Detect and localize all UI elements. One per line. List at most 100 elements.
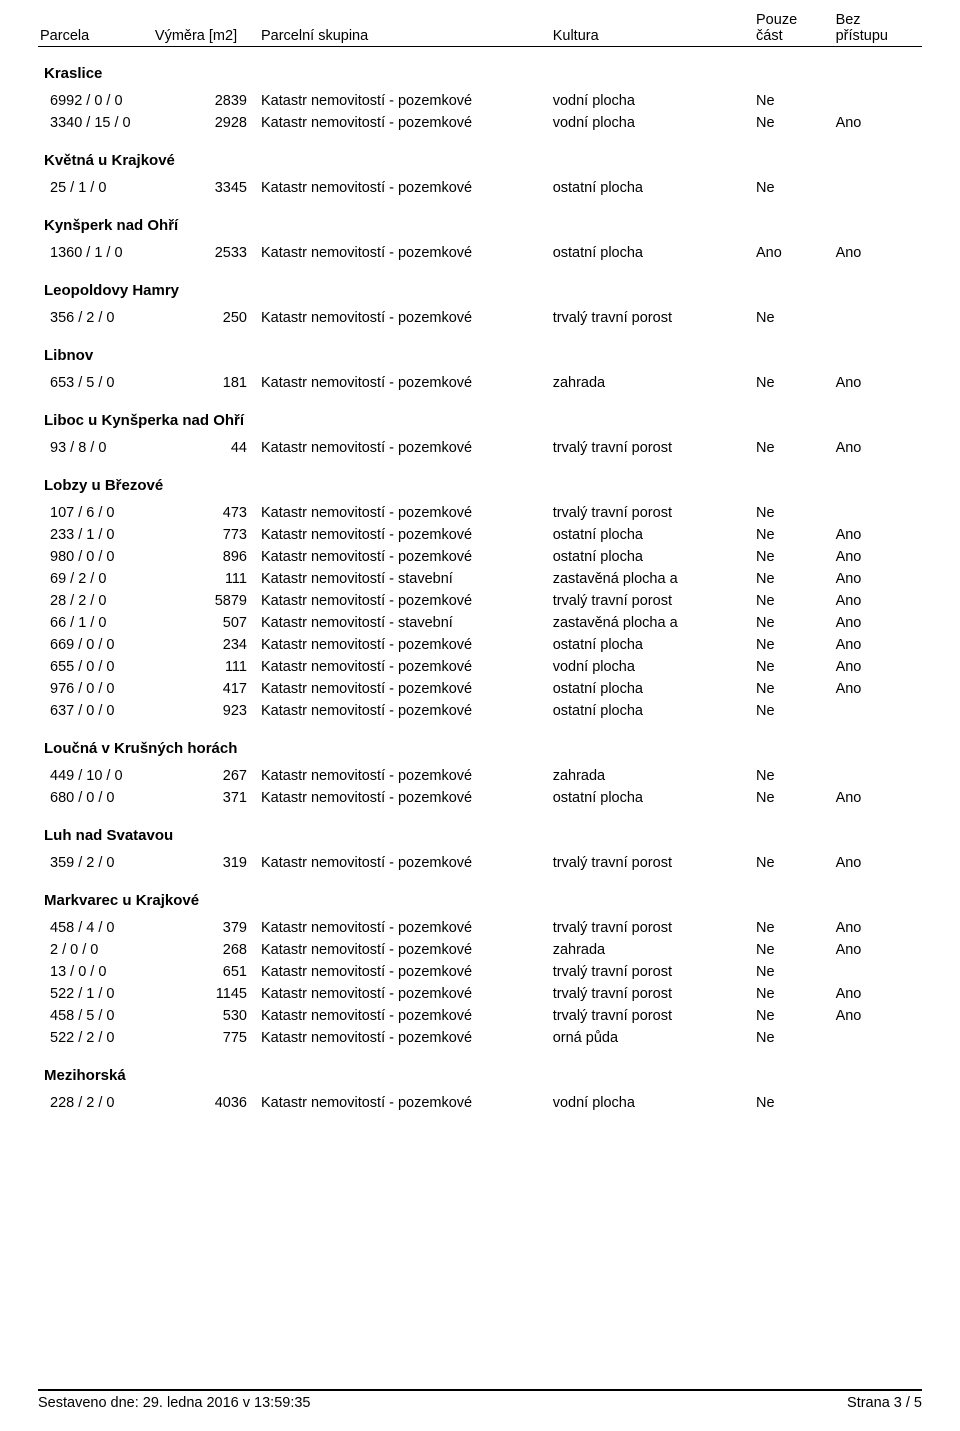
- cell-pouze: Ne: [754, 437, 834, 459]
- cell-kultura: trvalý travní porost: [551, 590, 754, 612]
- cell-kultura: ostatní plocha: [551, 524, 754, 546]
- cell-parcel: 653 / 5 / 0: [38, 372, 153, 394]
- cell-bez: Ano: [834, 590, 922, 612]
- cell-group: Katastr nemovitostí - pozemkové: [259, 939, 551, 961]
- footer-date: Sestaveno dne: 29. ledna 2016 v 13:59:35: [38, 1395, 311, 1411]
- cell-pouze: Ne: [754, 568, 834, 590]
- cell-parcel: 458 / 4 / 0: [38, 917, 153, 939]
- cell-pouze: Ne: [754, 656, 834, 678]
- cell-kultura: trvalý travní porost: [551, 437, 754, 459]
- cell-area: 111: [153, 568, 259, 590]
- cell-group: Katastr nemovitostí - stavební: [259, 568, 551, 590]
- cell-group: Katastr nemovitostí - pozemkové: [259, 524, 551, 546]
- table-row: 655 / 0 / 0111Katastr nemovitostí - poze…: [38, 656, 922, 678]
- cell-area: 267: [153, 765, 259, 787]
- cell-bez: Ano: [834, 634, 922, 656]
- cell-bez: [834, 961, 922, 983]
- cell-pouze: Ne: [754, 634, 834, 656]
- cell-pouze: Ne: [754, 590, 834, 612]
- data-table: 107 / 6 / 0473Katastr nemovitostí - poze…: [38, 502, 922, 722]
- cell-area: 896: [153, 546, 259, 568]
- cell-parcel: 980 / 0 / 0: [38, 546, 153, 568]
- cell-parcel: 637 / 0 / 0: [38, 700, 153, 722]
- cell-bez: Ano: [834, 852, 922, 874]
- cell-kultura: vodní plocha: [551, 90, 754, 112]
- cell-kultura: zastavěná plocha a: [551, 612, 754, 634]
- cell-group: Katastr nemovitostí - pozemkové: [259, 983, 551, 1005]
- cell-group: Katastr nemovitostí - pozemkové: [259, 307, 551, 329]
- cell-pouze: Ne: [754, 612, 834, 634]
- cell-parcel: 522 / 2 / 0: [38, 1027, 153, 1049]
- cell-group: Katastr nemovitostí - pozemkové: [259, 656, 551, 678]
- cell-kultura: trvalý travní porost: [551, 917, 754, 939]
- group-heading: Loučná v Krušných horách: [38, 722, 922, 765]
- cell-bez: Ano: [834, 242, 922, 264]
- group-heading: Kraslice: [38, 47, 922, 90]
- cell-kultura: ostatní plocha: [551, 242, 754, 264]
- table-row: 680 / 0 / 0371Katastr nemovitostí - poze…: [38, 787, 922, 809]
- table-row: 28 / 2 / 05879Katastr nemovitostí - poze…: [38, 590, 922, 612]
- cell-bez: Ano: [834, 656, 922, 678]
- cell-kultura: zahrada: [551, 372, 754, 394]
- table-row: 522 / 1 / 01145Katastr nemovitostí - poz…: [38, 983, 922, 1005]
- table-row: 356 / 2 / 0250Katastr nemovitostí - poze…: [38, 307, 922, 329]
- cell-parcel: 359 / 2 / 0: [38, 852, 153, 874]
- table-row: 980 / 0 / 0896Katastr nemovitostí - poze…: [38, 546, 922, 568]
- table-row: 669 / 0 / 0234Katastr nemovitostí - poze…: [38, 634, 922, 656]
- cell-pouze: Ne: [754, 678, 834, 700]
- cell-pouze: Ne: [754, 961, 834, 983]
- cell-kultura: ostatní plocha: [551, 787, 754, 809]
- cell-group: Katastr nemovitostí - pozemkové: [259, 372, 551, 394]
- cell-pouze: Ne: [754, 939, 834, 961]
- groups-container: Kraslice6992 / 0 / 02839Katastr nemovito…: [38, 47, 922, 1114]
- header-pouze-l1: Pouze: [756, 12, 797, 28]
- header-pouze-cast: Pouze část: [754, 10, 834, 44]
- cell-area: 923: [153, 700, 259, 722]
- cell-area: 773: [153, 524, 259, 546]
- footer-row: Sestaveno dne: 29. ledna 2016 v 13:59:35…: [38, 1395, 922, 1411]
- cell-bez: Ano: [834, 787, 922, 809]
- cell-area: 507: [153, 612, 259, 634]
- cell-bez: [834, 177, 922, 199]
- cell-kultura: vodní plocha: [551, 1092, 754, 1114]
- cell-pouze: Ne: [754, 917, 834, 939]
- data-table: 93 / 8 / 044Katastr nemovitostí - pozemk…: [38, 437, 922, 459]
- cell-group: Katastr nemovitostí - pozemkové: [259, 787, 551, 809]
- cell-group: Katastr nemovitostí - pozemkové: [259, 852, 551, 874]
- cell-area: 234: [153, 634, 259, 656]
- cell-area: 111: [153, 656, 259, 678]
- data-table: 356 / 2 / 0250Katastr nemovitostí - poze…: [38, 307, 922, 329]
- cell-group: Katastr nemovitostí - pozemkové: [259, 112, 551, 134]
- cell-bez: [834, 90, 922, 112]
- cell-bez: Ano: [834, 983, 922, 1005]
- cell-parcel: 458 / 5 / 0: [38, 1005, 153, 1027]
- cell-bez: Ano: [834, 437, 922, 459]
- cell-group: Katastr nemovitostí - pozemkové: [259, 590, 551, 612]
- page-footer: Sestaveno dne: 29. ledna 2016 v 13:59:35…: [38, 1389, 922, 1411]
- cell-kultura: zahrada: [551, 765, 754, 787]
- group-heading: Květná u Krajkové: [38, 134, 922, 177]
- cell-area: 2928: [153, 112, 259, 134]
- cell-area: 319: [153, 852, 259, 874]
- cell-bez: [834, 700, 922, 722]
- cell-parcel: 669 / 0 / 0: [38, 634, 153, 656]
- data-table: 653 / 5 / 0181Katastr nemovitostí - poze…: [38, 372, 922, 394]
- group-heading: Mezihorská: [38, 1049, 922, 1092]
- footer-divider: [38, 1389, 922, 1391]
- cell-parcel: 976 / 0 / 0: [38, 678, 153, 700]
- cell-parcel: 25 / 1 / 0: [38, 177, 153, 199]
- footer-page-number: Strana 3 / 5: [847, 1395, 922, 1411]
- header-bez-l2: přístupu: [836, 28, 888, 44]
- header-parcela: Parcela: [38, 10, 153, 44]
- cell-parcel: 228 / 2 / 0: [38, 1092, 153, 1114]
- cell-bez: Ano: [834, 917, 922, 939]
- cell-pouze: Ne: [754, 1092, 834, 1114]
- data-table: 6992 / 0 / 02839Katastr nemovitostí - po…: [38, 90, 922, 134]
- cell-bez: [834, 502, 922, 524]
- cell-parcel: 680 / 0 / 0: [38, 787, 153, 809]
- cell-pouze: Ne: [754, 112, 834, 134]
- table-row: 228 / 2 / 04036Katastr nemovitostí - poz…: [38, 1092, 922, 1114]
- cell-parcel: 356 / 2 / 0: [38, 307, 153, 329]
- cell-group: Katastr nemovitostí - pozemkové: [259, 1027, 551, 1049]
- cell-bez: Ano: [834, 612, 922, 634]
